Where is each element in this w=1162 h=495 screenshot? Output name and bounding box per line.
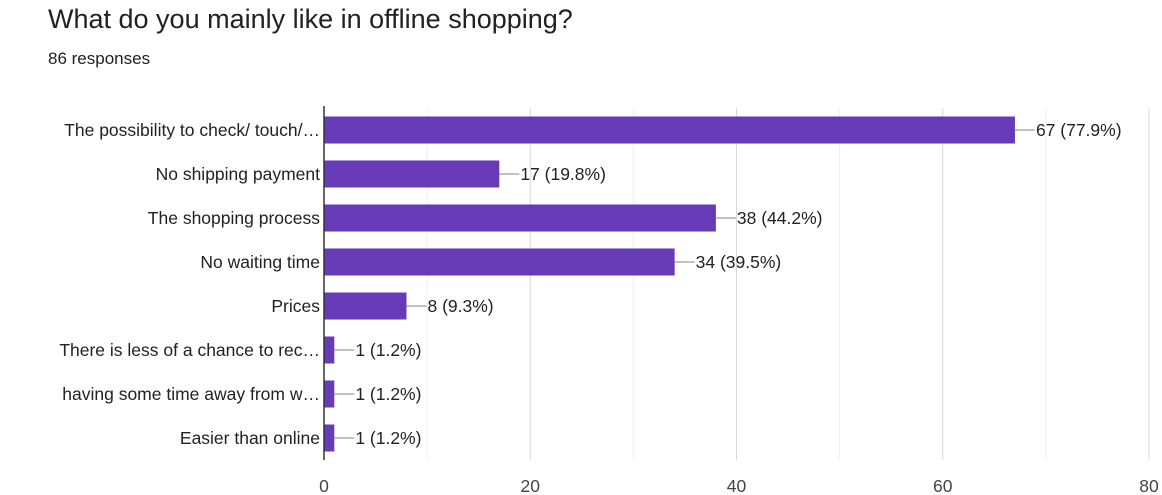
data-label: 1 (1.2%) (355, 428, 421, 448)
x-tick-label: 20 (521, 476, 541, 495)
data-label: 8 (9.3%) (428, 296, 494, 316)
x-tick-label: 80 (1139, 476, 1159, 495)
data-label: 34 (39.5%) (696, 252, 782, 272)
bar (324, 292, 407, 320)
data-label: 17 (19.8%) (520, 164, 606, 184)
category-label: No shipping payment (156, 164, 321, 184)
bar (324, 424, 335, 452)
bar (324, 248, 675, 276)
x-tick-label: 40 (727, 476, 747, 495)
bar (324, 380, 335, 408)
x-tick-label: 60 (933, 476, 953, 495)
bar (324, 160, 500, 188)
bar (324, 336, 335, 364)
response-count: 86 responses (48, 49, 151, 68)
data-label: 38 (44.2%) (737, 208, 823, 228)
category-label: The shopping process (148, 208, 320, 228)
category-label: Prices (271, 296, 320, 316)
data-label: 67 (77.9%) (1036, 120, 1122, 140)
bar (324, 116, 1015, 144)
category-label: Easier than online (180, 428, 320, 448)
data-label: 1 (1.2%) (355, 384, 421, 404)
bar (324, 204, 716, 232)
data-label: 1 (1.2%) (355, 340, 421, 360)
category-label: No waiting time (200, 252, 320, 272)
category-label: There is less of a chance to rec… (59, 340, 320, 360)
x-tick-label: 0 (319, 476, 329, 495)
category-label: The possibility to check/ touch/… (64, 120, 320, 140)
chart-title: What do you mainly like in offline shopp… (48, 4, 573, 34)
category-label: having some time away from w… (62, 384, 320, 404)
